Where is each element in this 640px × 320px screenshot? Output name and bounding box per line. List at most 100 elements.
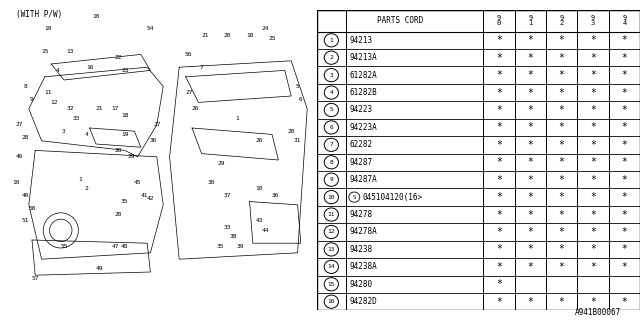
Text: 94287A: 94287A [350,175,378,184]
Text: 28: 28 [22,135,29,140]
Text: 10: 10 [44,26,52,31]
Text: *: * [590,35,596,45]
Text: 45: 45 [134,180,141,185]
Text: *: * [621,244,627,254]
Text: 94278A: 94278A [350,228,378,236]
Text: 36: 36 [150,138,157,143]
Text: (WITH P/W): (WITH P/W) [16,10,62,19]
Text: *: * [496,157,502,167]
Text: 15: 15 [328,282,335,287]
Text: *: * [590,88,596,98]
Text: 4: 4 [330,90,333,95]
Text: *: * [496,227,502,237]
Text: *: * [496,192,502,202]
Text: 27: 27 [153,122,161,127]
Text: 94287: 94287 [350,158,373,167]
Text: *: * [559,244,564,254]
Text: 62282: 62282 [350,140,373,149]
Text: *: * [621,227,627,237]
Text: *: * [527,297,533,307]
Text: 94280: 94280 [350,280,373,289]
Text: *: * [496,88,502,98]
Text: *: * [559,175,564,185]
Text: 9: 9 [330,177,333,182]
Text: *: * [559,210,564,220]
Text: 5: 5 [330,108,333,113]
Text: 10: 10 [12,180,20,185]
Text: A941B00067: A941B00067 [575,308,621,317]
Text: 3: 3 [62,129,66,134]
Text: *: * [496,244,502,254]
Text: 13: 13 [328,247,335,252]
Text: 1: 1 [78,177,82,182]
Text: *: * [559,88,564,98]
Text: 43: 43 [255,218,263,223]
Text: 7: 7 [200,65,204,70]
Text: *: * [590,244,596,254]
Text: 2: 2 [84,186,88,191]
Text: 9
3: 9 3 [591,15,595,26]
Text: *: * [621,192,627,202]
Text: *: * [621,262,627,272]
Text: *: * [527,262,533,272]
Text: 22: 22 [115,55,122,60]
Text: 46: 46 [15,154,23,159]
Text: 16: 16 [328,299,335,304]
Text: *: * [590,105,596,115]
Text: 36: 36 [271,193,279,198]
Text: *: * [527,244,533,254]
Text: *: * [496,279,502,289]
Text: 8: 8 [330,160,333,165]
Text: 30: 30 [207,180,215,185]
Text: *: * [527,175,533,185]
Text: *: * [559,262,564,272]
Text: *: * [559,123,564,132]
Text: *: * [590,297,596,307]
Text: 44: 44 [262,228,269,233]
Text: 15: 15 [41,49,49,54]
Text: 13: 13 [67,49,74,54]
Text: 20: 20 [115,148,122,153]
Text: 37: 37 [223,193,231,198]
Text: 9
0: 9 0 [497,15,501,26]
Text: 10: 10 [255,186,263,191]
Text: *: * [621,175,627,185]
Text: *: * [496,175,502,185]
Text: 21: 21 [201,33,209,38]
Text: 54: 54 [147,26,154,31]
Text: *: * [527,140,533,150]
Text: 9
1: 9 1 [528,15,532,26]
Text: *: * [621,210,627,220]
Text: 9: 9 [30,97,34,102]
Text: *: * [527,53,533,63]
Text: *: * [621,297,627,307]
Text: 29: 29 [127,154,135,159]
Text: 12: 12 [51,100,58,105]
Text: 32: 32 [67,106,74,111]
Text: 12: 12 [328,229,335,235]
Text: *: * [621,140,627,150]
Text: *: * [527,192,533,202]
Text: *: * [590,123,596,132]
Text: 94238A: 94238A [350,262,378,271]
Text: 19: 19 [121,132,129,137]
Text: *: * [621,157,627,167]
Text: 94238: 94238 [350,245,373,254]
Text: *: * [559,297,564,307]
Text: PARTS CORD: PARTS CORD [377,16,423,25]
Text: 94278: 94278 [350,210,373,219]
Text: 27: 27 [185,90,193,95]
Text: 7: 7 [330,142,333,147]
Text: 94223: 94223 [350,106,373,115]
Text: 31: 31 [294,138,301,143]
Text: 33: 33 [73,116,81,121]
Text: 39: 39 [236,244,244,249]
Text: 26: 26 [255,138,263,143]
Text: 47: 47 [111,244,119,249]
Text: 11: 11 [328,212,335,217]
Text: *: * [496,140,502,150]
Text: *: * [527,210,533,220]
Text: *: * [496,35,502,45]
Text: *: * [590,227,596,237]
Text: *: * [496,53,502,63]
